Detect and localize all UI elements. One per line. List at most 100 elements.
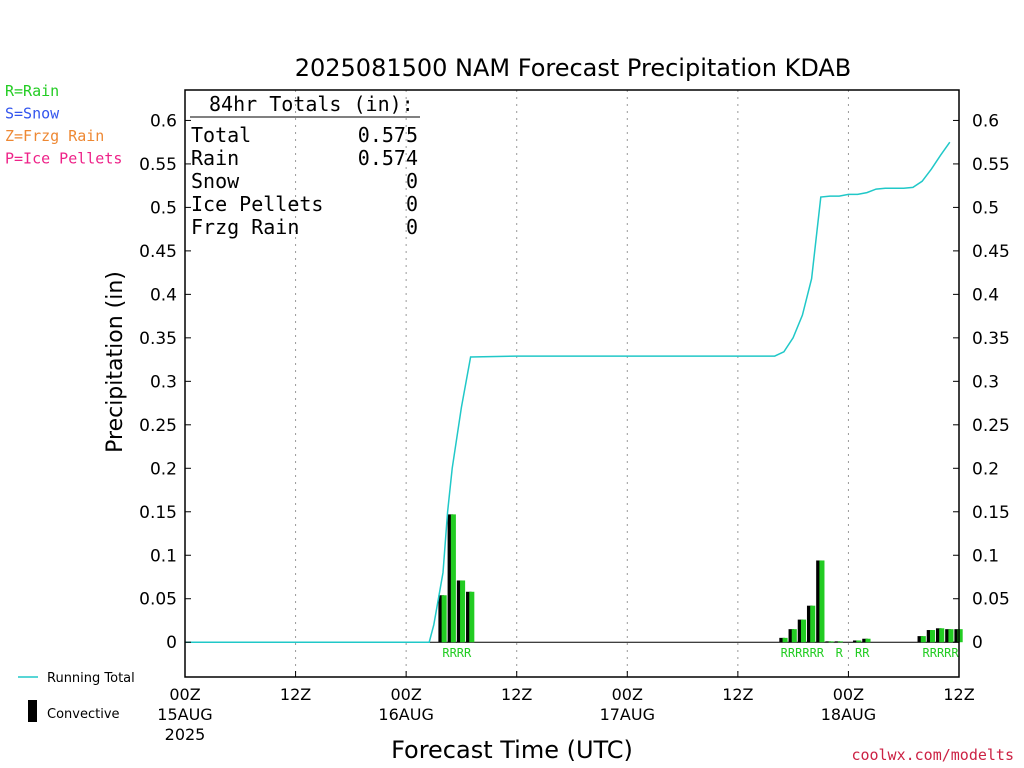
y-axis-ticks: 0 00.05 0.050.1 0.10.15 0.150.2 0.20.25 0.250.… xyxy=(139,111,1010,653)
ytick-label-right: 0.2 xyxy=(972,459,999,479)
rain-type-label: RRRRR xyxy=(923,646,960,660)
rain-bar xyxy=(957,629,963,643)
site-url[interactable]: coolwx.com/modelts xyxy=(851,746,1014,764)
type-legend-item: Z=Frzg Rain xyxy=(5,127,104,145)
convective-bar xyxy=(447,514,454,643)
running-total-line xyxy=(185,141,951,643)
ytick-label-right: 0.05 xyxy=(972,590,1010,610)
convective-bar xyxy=(825,641,831,643)
totals-row-value: 0 xyxy=(406,192,418,216)
ytick-label-right: 0.3 xyxy=(972,372,999,392)
convective-bar xyxy=(935,628,942,643)
rain-type-label: R xyxy=(836,646,844,660)
type-legend-item: P=Ice Pellets xyxy=(5,150,122,168)
xtick-date-label: 15AUG xyxy=(157,705,212,724)
chart-title: 2025081500 NAM Forecast Precipitation KD… xyxy=(295,54,852,82)
rain-bar xyxy=(441,595,447,643)
running-total-legend-label: Running Total xyxy=(47,671,135,686)
ytick-label-left: 0.5 xyxy=(150,198,177,218)
rain-bar xyxy=(828,641,834,643)
convective-bar xyxy=(797,619,804,643)
rain-bar xyxy=(920,636,926,643)
convective-bar xyxy=(926,630,933,643)
ytick-label-left: 0.3 xyxy=(150,372,177,392)
rain-bar xyxy=(782,637,788,643)
totals-row-value: 0.574 xyxy=(358,146,418,170)
ytick-label-right: 0.4 xyxy=(972,285,999,305)
rain-type-labels: RRRR RRRRRR R RR RRRRR xyxy=(442,646,959,660)
convective-bar xyxy=(917,636,924,643)
ytick-label-right: 0.15 xyxy=(972,503,1010,523)
rain-bar xyxy=(939,628,945,643)
xtick-date-label: 17AUG xyxy=(600,705,655,724)
convective-bar xyxy=(816,560,822,643)
plot-frame xyxy=(184,89,960,678)
rain-bar xyxy=(929,630,936,643)
rain-bar xyxy=(450,514,456,643)
totals-row-label: Frzg Rain xyxy=(191,215,299,239)
xtick-year-label: 2025 xyxy=(165,725,206,744)
totals-row-value: 0 xyxy=(406,215,418,239)
rain-bar xyxy=(460,580,466,643)
ytick-label-right: 0.25 xyxy=(972,416,1010,436)
convective-bar xyxy=(853,640,859,643)
convective-swatch xyxy=(28,700,37,722)
convective-bar xyxy=(438,595,444,643)
ytick-label-right: 0 xyxy=(972,633,983,653)
ytick-label-right: 0.5 xyxy=(972,198,999,218)
rain-bar xyxy=(791,629,797,643)
totals-header: 84hr Totals (in): xyxy=(209,92,414,116)
convective-bar xyxy=(945,629,951,643)
ytick-label-right: 0.55 xyxy=(972,155,1010,175)
ytick-label-left: 0.55 xyxy=(139,155,177,175)
ytick-label-right: 0.6 xyxy=(972,111,999,131)
ytick-label-left: 0.35 xyxy=(139,329,177,349)
gridlines xyxy=(185,90,959,677)
xtick-label: 00Z xyxy=(169,685,200,704)
totals-row-value: 0 xyxy=(406,169,418,193)
bars xyxy=(438,514,963,643)
xtick-label: 12Z xyxy=(943,685,974,704)
series-legend: Running Total Convective xyxy=(18,671,135,722)
precip-type-legend: R=Rain S=Snow Z=Frzg Rain P=Ice Pellets xyxy=(5,82,122,168)
xtick-label: 12Z xyxy=(501,685,532,704)
type-legend-item: R=Rain xyxy=(5,82,59,100)
convective-bar xyxy=(466,591,472,643)
type-legend-item: S=Snow xyxy=(5,105,60,123)
rain-bar xyxy=(837,641,843,643)
ytick-label-left: 0.1 xyxy=(150,546,177,566)
rain-type-label: RR xyxy=(855,646,870,660)
ytick-label-right: 0.1 xyxy=(972,546,999,566)
ytick-label-left: 0.6 xyxy=(150,111,177,131)
convective-bar xyxy=(779,637,785,643)
totals-row-label: Rain xyxy=(191,146,239,170)
x-axis-label: Forecast Time (UTC) xyxy=(391,736,633,764)
rain-bar xyxy=(819,560,825,643)
ytick-label-left: 0.05 xyxy=(139,590,177,610)
xtick-date-label: 16AUG xyxy=(378,705,433,724)
totals-row-label: Snow xyxy=(191,169,240,193)
xtick-label: 00Z xyxy=(390,685,421,704)
rain-type-label: RRRR xyxy=(442,646,472,660)
convective-bar xyxy=(806,605,813,643)
xtick-label: 12Z xyxy=(722,685,753,704)
convective-bar xyxy=(954,629,960,643)
y-axis-label: Precipitation (in) xyxy=(103,271,128,453)
convective-legend-label: Convective xyxy=(47,707,120,722)
ytick-label-right: 0.35 xyxy=(972,329,1010,349)
convective-bar xyxy=(788,629,795,643)
convective-bar xyxy=(834,641,841,643)
ytick-label-left: 0.4 xyxy=(150,285,177,305)
totals-row-value: 0.575 xyxy=(358,123,418,147)
rain-bar xyxy=(810,605,816,643)
convective-bar xyxy=(862,638,868,643)
xtick-label: 00Z xyxy=(612,685,643,704)
xtick-date-label: 18AUG xyxy=(821,705,876,724)
rain-bar xyxy=(856,640,862,643)
running-total-polyline xyxy=(185,141,951,643)
ytick-label-left: 0 xyxy=(166,633,177,653)
rain-bar xyxy=(948,629,954,643)
ytick-label-left: 0.45 xyxy=(139,242,177,262)
